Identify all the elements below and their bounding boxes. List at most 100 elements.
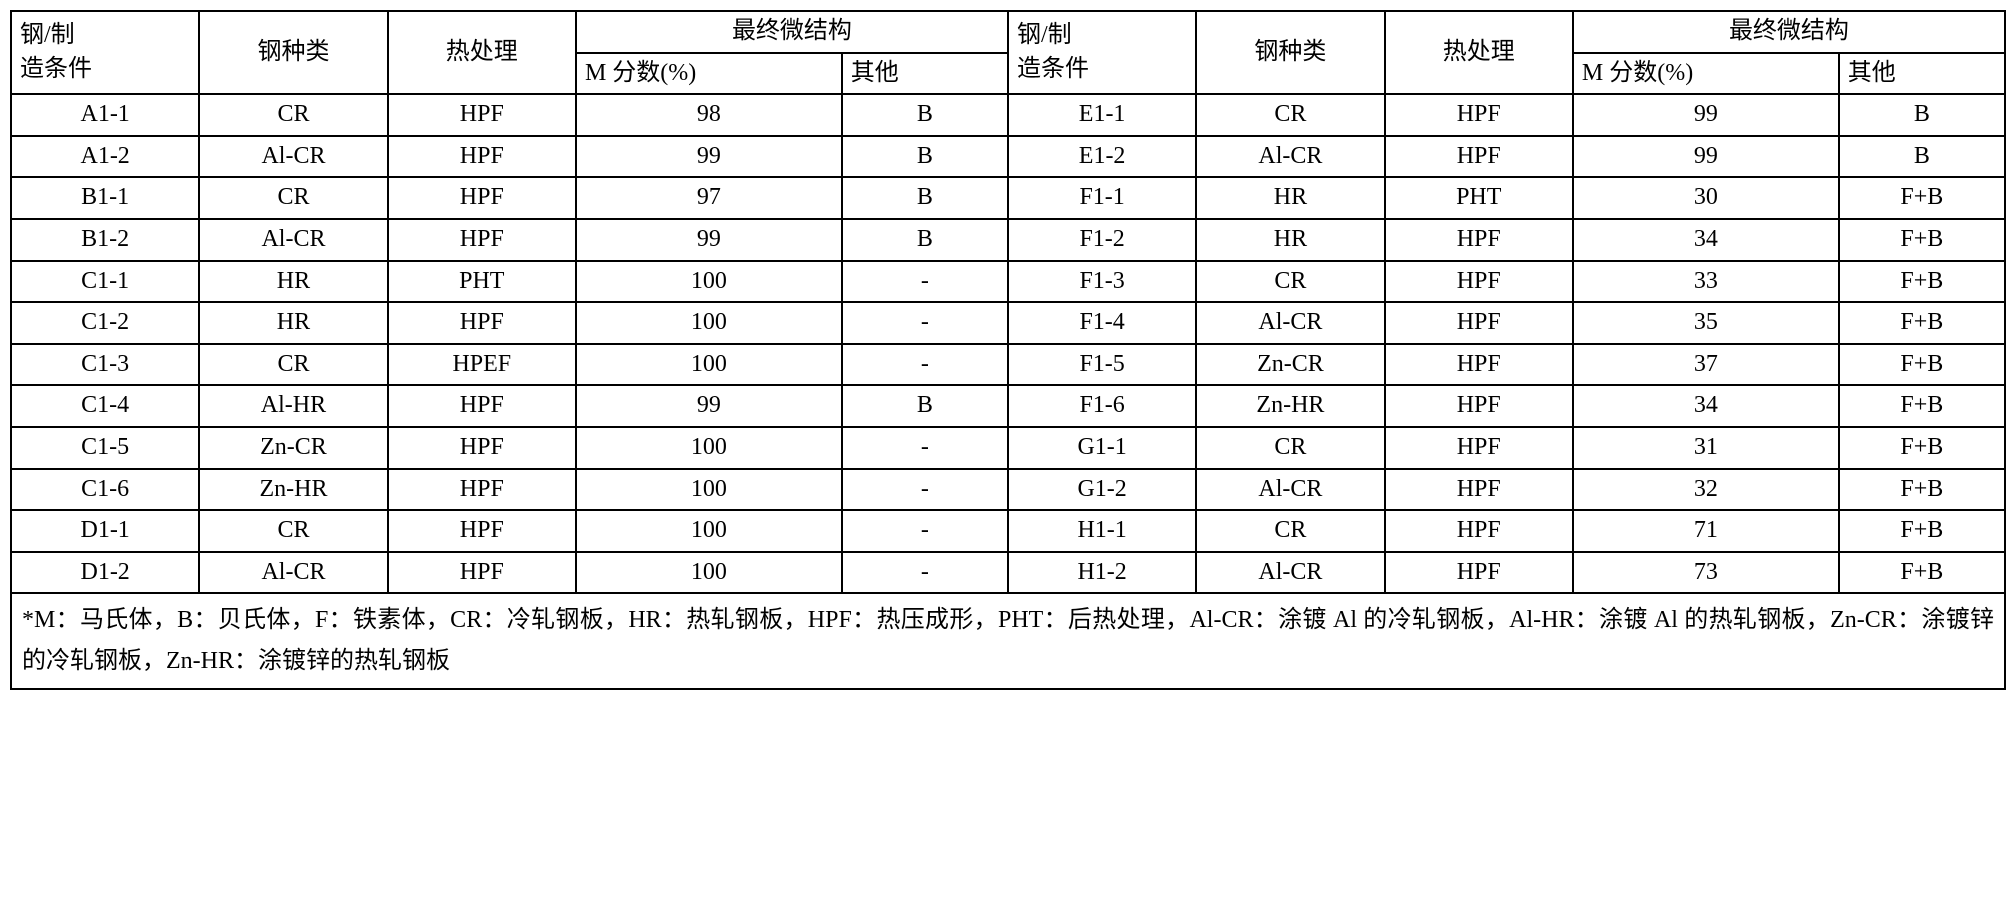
table-row: D1-2Al-CRHPF100-H1-2Al-CRHPF73F+B bbox=[11, 552, 2005, 594]
table-cell: HPF bbox=[1385, 302, 1573, 344]
col-header-mfrac-r: M 分数(%) bbox=[1573, 53, 1839, 95]
table-cell: 99 bbox=[1573, 94, 1839, 136]
footer-legend: *M：马氏体，B：贝氏体，F：铁素体，CR：冷轧钢板，HR：热轧钢板，HPF：热… bbox=[11, 593, 2005, 689]
table-cell: 31 bbox=[1573, 427, 1839, 469]
table-cell: - bbox=[842, 261, 1008, 303]
table-cell: F1-2 bbox=[1008, 219, 1196, 261]
col-header-other-r: 其他 bbox=[1839, 53, 2005, 95]
table-cell: G1-2 bbox=[1008, 469, 1196, 511]
col-header-type-l: 钢种类 bbox=[199, 11, 387, 94]
table-cell: HPF bbox=[388, 136, 576, 178]
table-cell: - bbox=[842, 552, 1008, 594]
table-cell: 100 bbox=[576, 302, 842, 344]
table-cell: F1-3 bbox=[1008, 261, 1196, 303]
table-cell: CR bbox=[1196, 94, 1384, 136]
table-cell: B bbox=[842, 385, 1008, 427]
table-cell: HR bbox=[1196, 177, 1384, 219]
table-cell: F+B bbox=[1839, 219, 2005, 261]
table-cell: D1-1 bbox=[11, 510, 199, 552]
table-cell: 100 bbox=[576, 552, 842, 594]
col-header-micro-r: 最终微结构 bbox=[1573, 11, 2005, 53]
table-cell: HR bbox=[1196, 219, 1384, 261]
table-cell: B bbox=[1839, 136, 2005, 178]
table-cell: HPF bbox=[388, 302, 576, 344]
table-cell: Al-CR bbox=[1196, 469, 1384, 511]
table-cell: Al-CR bbox=[1196, 136, 1384, 178]
table-cell: F+B bbox=[1839, 177, 2005, 219]
table-cell: Al-CR bbox=[199, 552, 387, 594]
table-cell: HPF bbox=[388, 219, 576, 261]
table-cell: 32 bbox=[1573, 469, 1839, 511]
table-cell: CR bbox=[1196, 261, 1384, 303]
table-cell: CR bbox=[199, 94, 387, 136]
table-cell: CR bbox=[199, 344, 387, 386]
table-cell: F+B bbox=[1839, 261, 2005, 303]
table-cell: A1-2 bbox=[11, 136, 199, 178]
table-cell: C1-5 bbox=[11, 427, 199, 469]
table-cell: B bbox=[842, 136, 1008, 178]
table-cell: HPF bbox=[1385, 385, 1573, 427]
table-cell: H1-1 bbox=[1008, 510, 1196, 552]
table-row: C1-3CRHPEF100-F1-5Zn-CRHPF37F+B bbox=[11, 344, 2005, 386]
table-cell: - bbox=[842, 427, 1008, 469]
table-row: A1-2Al-CRHPF99BE1-2Al-CRHPF99B bbox=[11, 136, 2005, 178]
steel-microstructure-table: 钢/制造条件 钢种类 热处理 最终微结构 钢/制造条件 钢种类 热处理 最终微结… bbox=[10, 10, 2006, 690]
table-cell: 99 bbox=[576, 136, 842, 178]
table-cell: Zn-CR bbox=[199, 427, 387, 469]
table-cell: H1-2 bbox=[1008, 552, 1196, 594]
table-cell: HPF bbox=[388, 552, 576, 594]
col-header-mfrac-l: M 分数(%) bbox=[576, 53, 842, 95]
table-cell: B bbox=[842, 219, 1008, 261]
header-row-1: 钢/制造条件 钢种类 热处理 最终微结构 钢/制造条件 钢种类 热处理 最终微结… bbox=[11, 11, 2005, 53]
table-cell: D1-2 bbox=[11, 552, 199, 594]
table-cell: CR bbox=[1196, 427, 1384, 469]
table-cell: Al-CR bbox=[199, 136, 387, 178]
table-cell: - bbox=[842, 469, 1008, 511]
table-cell: 99 bbox=[576, 219, 842, 261]
table-cell: 35 bbox=[1573, 302, 1839, 344]
table-cell: E1-1 bbox=[1008, 94, 1196, 136]
table-cell: 100 bbox=[576, 427, 842, 469]
table-cell: HPF bbox=[388, 469, 576, 511]
table-cell: Zn-CR bbox=[1196, 344, 1384, 386]
table-cell: B1-1 bbox=[11, 177, 199, 219]
table-cell: 37 bbox=[1573, 344, 1839, 386]
table-cell: Al-CR bbox=[199, 219, 387, 261]
footer-row: *M：马氏体，B：贝氏体，F：铁素体，CR：冷轧钢板，HR：热轧钢板，HPF：热… bbox=[11, 593, 2005, 689]
table-cell: 100 bbox=[576, 261, 842, 303]
table-cell: F1-1 bbox=[1008, 177, 1196, 219]
table-cell: - bbox=[842, 510, 1008, 552]
table-cell: 30 bbox=[1573, 177, 1839, 219]
table-row: B1-2Al-CRHPF99BF1-2HRHPF34F+B bbox=[11, 219, 2005, 261]
col-header-condition-r: 钢/制造条件 bbox=[1008, 11, 1196, 94]
table-row: C1-5Zn-CRHPF100-G1-1CRHPF31F+B bbox=[11, 427, 2005, 469]
table-cell: HR bbox=[199, 302, 387, 344]
col-header-heat-r: 热处理 bbox=[1385, 11, 1573, 94]
table-cell: F+B bbox=[1839, 552, 2005, 594]
table-cell: B1-2 bbox=[11, 219, 199, 261]
table-cell: PHT bbox=[388, 261, 576, 303]
table-cell: 98 bbox=[576, 94, 842, 136]
table-cell: 34 bbox=[1573, 385, 1839, 427]
table-cell: HPF bbox=[388, 94, 576, 136]
table-cell: F+B bbox=[1839, 469, 2005, 511]
table-cell: HPF bbox=[1385, 469, 1573, 511]
col-header-type-r: 钢种类 bbox=[1196, 11, 1384, 94]
table-row: B1-1CRHPF97BF1-1HRPHT30F+B bbox=[11, 177, 2005, 219]
table-cell: 97 bbox=[576, 177, 842, 219]
table-cell: PHT bbox=[1385, 177, 1573, 219]
table-cell: F1-5 bbox=[1008, 344, 1196, 386]
table-row: C1-6Zn-HRHPF100-G1-2Al-CRHPF32F+B bbox=[11, 469, 2005, 511]
table-cell: HPF bbox=[388, 427, 576, 469]
table-cell: HPF bbox=[1385, 94, 1573, 136]
table-cell: HPF bbox=[1385, 136, 1573, 178]
table-cell: C1-1 bbox=[11, 261, 199, 303]
col-header-heat-l: 热处理 bbox=[388, 11, 576, 94]
table-cell: HPF bbox=[388, 385, 576, 427]
col-header-micro-l: 最终微结构 bbox=[576, 11, 1008, 53]
table-cell: C1-2 bbox=[11, 302, 199, 344]
table-cell: Zn-HR bbox=[199, 469, 387, 511]
table-row: A1-1CRHPF98BE1-1CRHPF99B bbox=[11, 94, 2005, 136]
table-row: C1-2HRHPF100-F1-4Al-CRHPF35F+B bbox=[11, 302, 2005, 344]
table-cell: HPEF bbox=[388, 344, 576, 386]
